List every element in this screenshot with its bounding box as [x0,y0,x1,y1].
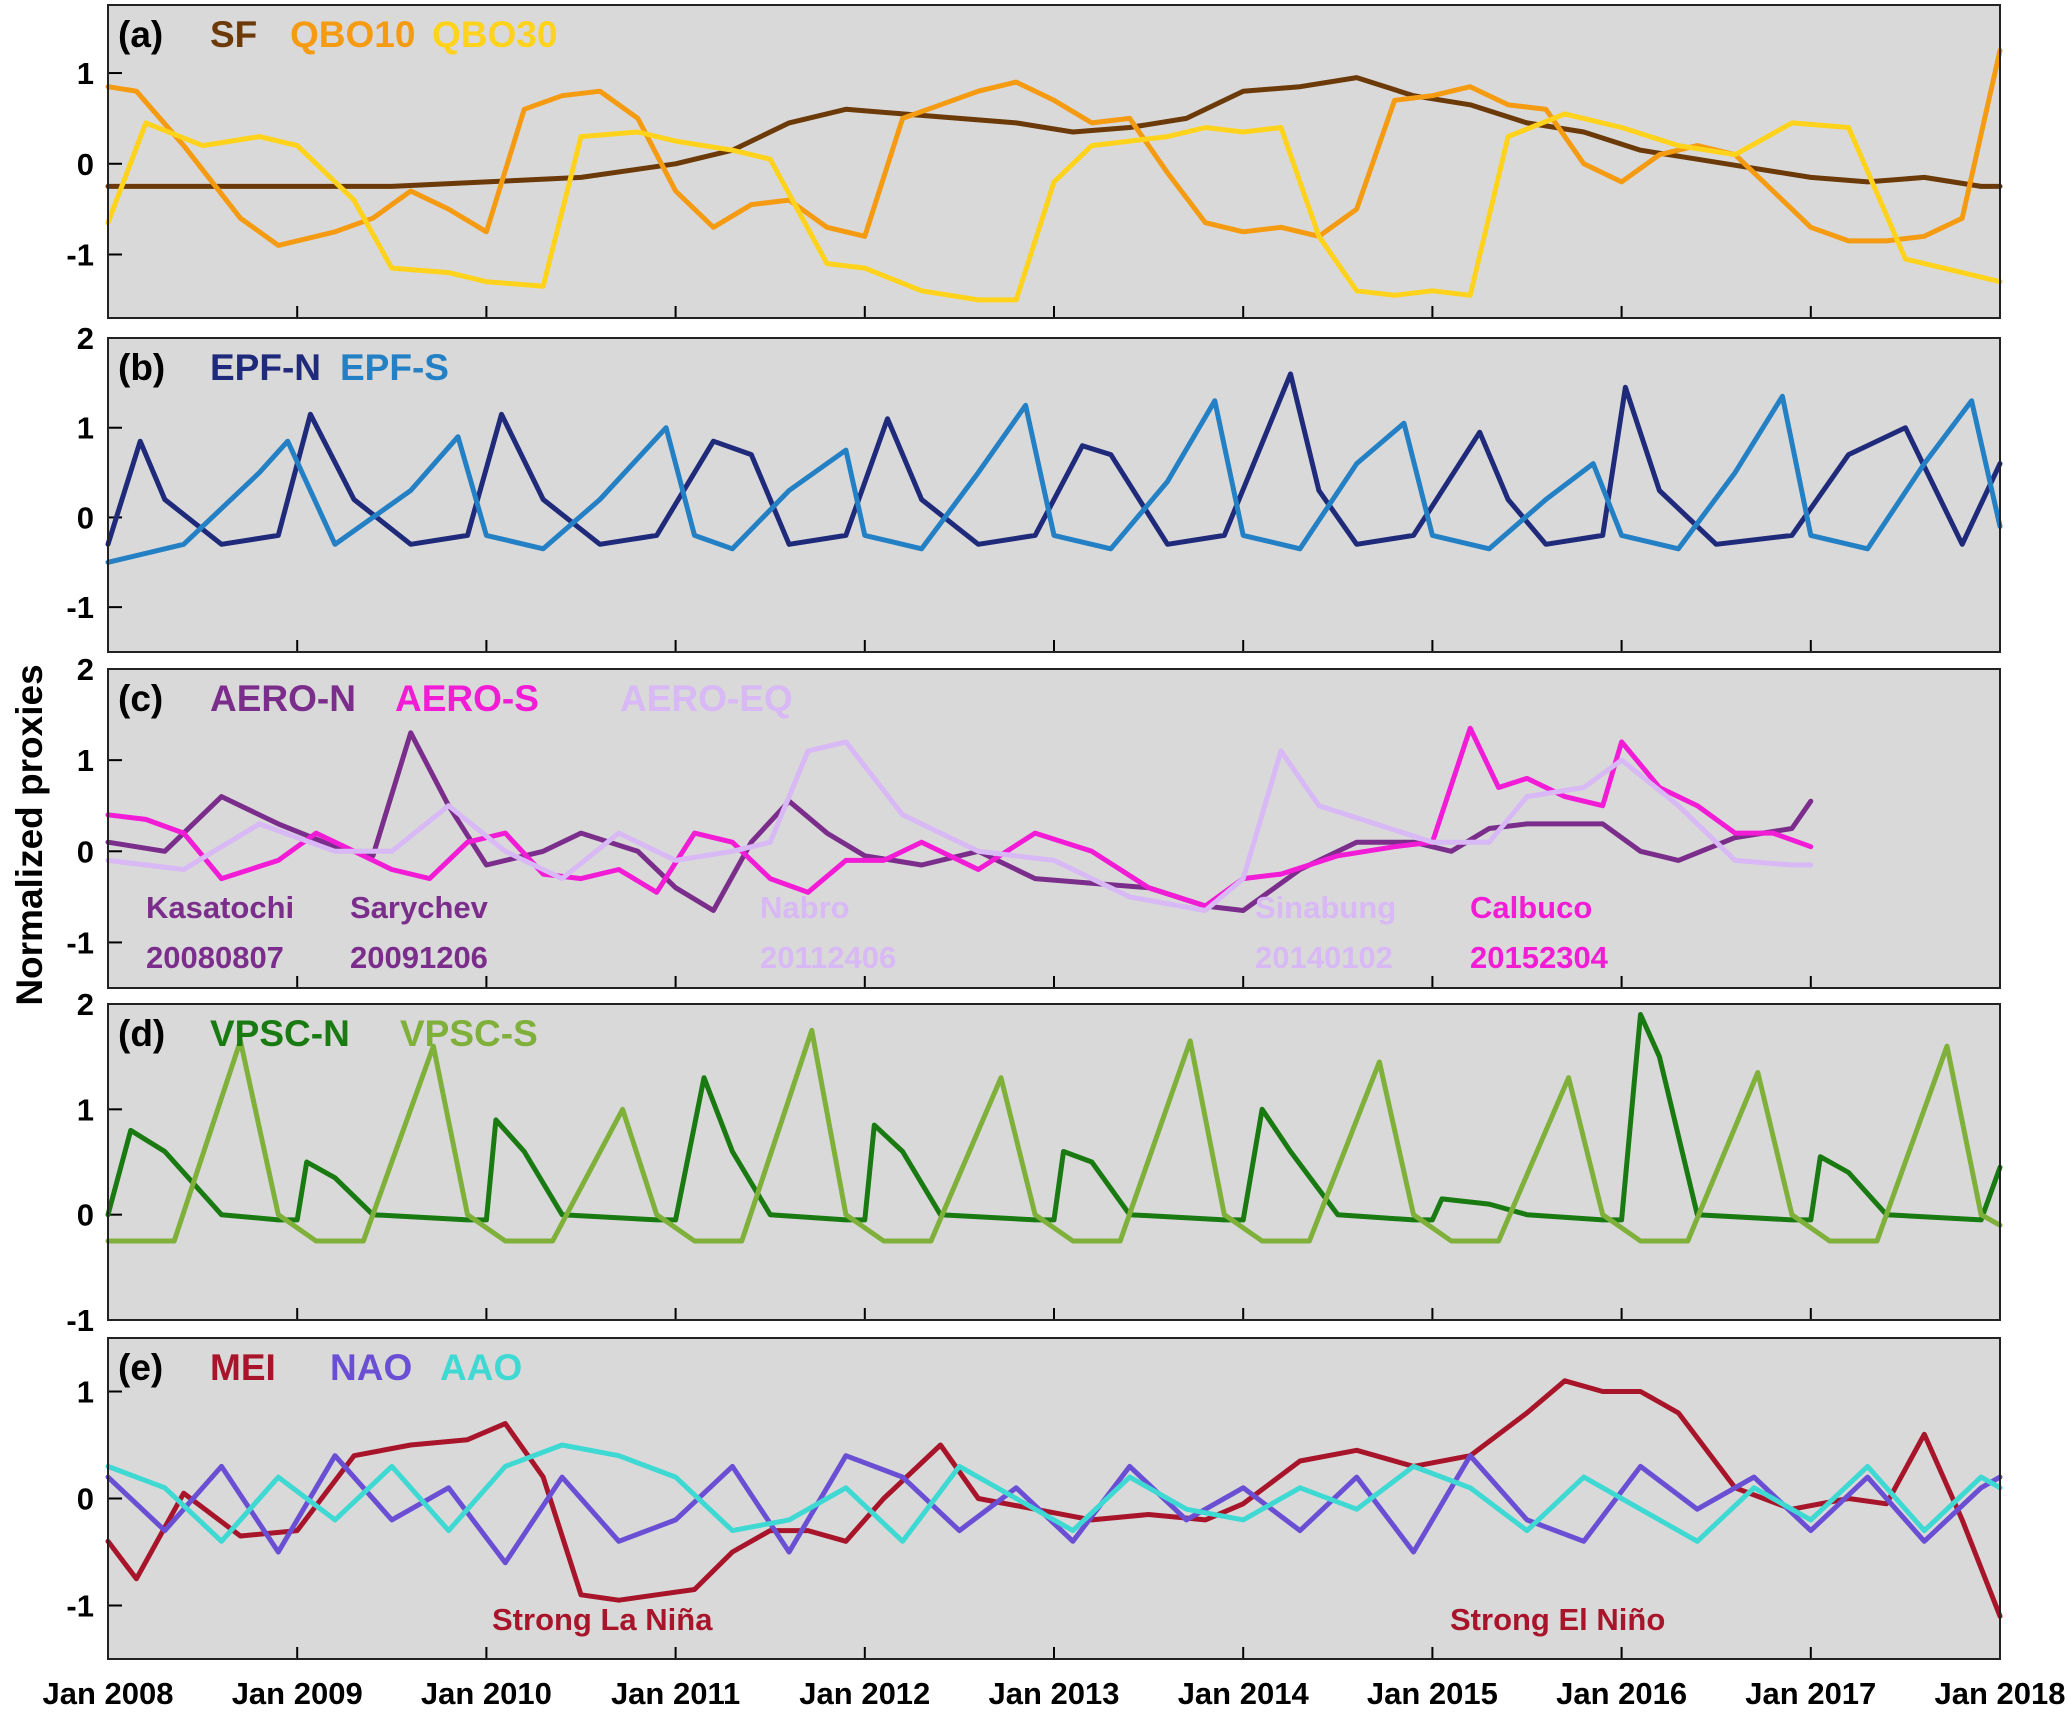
legend-entry: AERO-S [395,678,539,719]
annotation-label: Sarychev [350,890,489,925]
annotation-label: Nabro [760,890,850,925]
panel-c: -1 0 1 2 (c) AERO-N AERO-S AERO-EQ Kasatochi 2008… [66,652,2001,989]
y-tick-label: -1 [66,237,94,272]
x-tick-label: Jan 2016 [1556,1676,1687,1711]
panels: -1 0 1 (a) SF QBO10 QBO30 -1 0 1 2 (b) EPF-N EPF-S -1 0… [66,4,2003,1660]
panel-tag: (d) [118,1013,165,1054]
series-line-aero-eq [105,739,1814,913]
series-line-aero-s [105,725,1814,909]
series-line-qbo30 [105,111,2003,303]
panel-tag: (b) [118,347,165,388]
series-line-vpsc-s [105,1027,2003,1244]
annotation-label: Sinabung [1255,890,1396,925]
legend-entry: MEI [210,1347,276,1388]
legend-entry: AERO-EQ [620,678,793,719]
annotation-date: 20112406 [760,940,896,975]
panel-d: -1 0 1 2 (d) VPSC-N VPSC-S [66,987,2003,1338]
y-tick-label: 0 [77,1482,94,1517]
y-tick-label: 1 [77,743,94,778]
x-axis-ticks: Jan 2008 Jan 2009 Jan 2010 Jan 2011 Jan 2012… [43,1676,2066,1711]
series-line-aao [105,1442,2003,1544]
x-tick-label: Jan 2013 [989,1676,1120,1711]
legend-entry: VPSC-S [400,1013,538,1054]
x-tick-label: Jan 2012 [799,1676,930,1711]
x-tick-label: Jan 2008 [43,1676,174,1711]
series-line-epf-n [105,371,2003,547]
annotation-label: Kasatochi [146,890,294,925]
legend-entry: AAO [440,1347,522,1388]
y-tick-label: 0 [77,147,94,182]
x-tick-label: Jan 2018 [1935,1676,2066,1711]
y-tick-label: -1 [66,925,94,960]
plot-frame [107,337,2001,653]
legend-entry: AERO-N [210,678,356,719]
series-line-sf [105,75,2003,189]
series-line-nao [105,1453,2003,1566]
plot-area [108,5,2000,318]
plot-frame [107,1337,2001,1660]
annotation-date: 20091206 [350,940,488,975]
plot-frame [107,4,2001,319]
y-tick-label: 1 [77,1092,94,1127]
annotation-date: 20152304 [1470,940,1609,975]
legend-entry: QBO30 [432,14,557,55]
series-line-epf-s [105,393,2003,565]
panel-b: -1 0 1 2 (b) EPF-N EPF-S [66,321,2003,653]
legend-entry: SF [210,14,257,55]
plot-frame [107,668,2001,989]
series-line-vpsc-n [105,1012,2003,1223]
panel-tag: (e) [118,1347,163,1388]
plot-frame [107,1003,2001,1321]
legend-entry: VPSC-N [210,1013,350,1054]
y-tick-label: 2 [77,987,94,1022]
x-tick-label: Jan 2009 [232,1676,363,1711]
panel-e: -1 0 1 (e) MEI NAO AAO Strong La Niña Strong El … [66,1337,2003,1660]
y-tick-label: 1 [77,411,94,446]
annotation-label: Calbuco [1470,890,1592,925]
annotation-label: Strong La Niña [492,1602,713,1637]
x-tick-label: Jan 2015 [1367,1676,1498,1711]
legend-entry: EPF-N [210,347,321,388]
annotation-date: 20140102 [1255,940,1393,975]
y-tick-label: 2 [77,321,94,356]
panel-a: -1 0 1 (a) SF QBO10 QBO30 [66,4,2003,319]
x-tick-label: Jan 2010 [421,1676,552,1711]
y-tick-label: 0 [77,1198,94,1233]
y-tick-label: 0 [77,834,94,869]
x-tick-label: Jan 2014 [1178,1676,1310,1711]
y-tick-label: 1 [77,56,94,91]
y-tick-label: 1 [77,1375,94,1410]
legend-entry: EPF-S [340,347,449,388]
legend-entry: QBO10 [290,14,415,55]
y-tick-label: -1 [66,1589,94,1624]
x-tick-label: Jan 2011 [611,1676,740,1711]
panel-tag: (c) [118,678,163,719]
annotation-label: Strong El Niño [1450,1602,1665,1637]
y-axis-label: Normalized proxies [9,664,50,1005]
y-tick-label: -1 [66,590,94,625]
panel-tag: (a) [118,14,163,55]
series-line-mei [105,1378,2003,1619]
y-tick-label: -1 [66,1303,94,1338]
legend-entry: NAO [330,1347,412,1388]
x-tick-label: Jan 2017 [1745,1676,1876,1711]
y-tick-label: 0 [77,500,94,535]
y-tick-label: 2 [77,652,94,687]
annotation-date: 20080807 [146,940,284,975]
